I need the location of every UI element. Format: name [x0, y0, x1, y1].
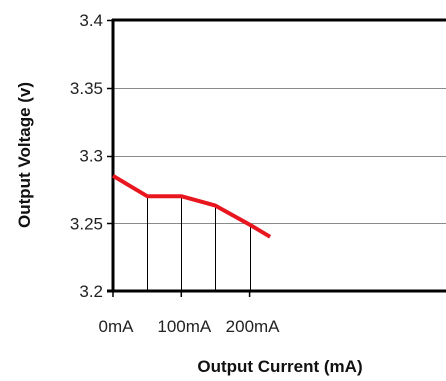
data-point	[268, 235, 272, 239]
x-axis-title: Output Current (mA)	[197, 357, 362, 376]
y-tick-label: 3.35	[70, 79, 103, 98]
series-line	[111, 174, 272, 239]
data-point	[145, 194, 149, 198]
data-point	[213, 204, 217, 208]
y-tick-label: 3.4	[79, 11, 103, 30]
y-tick-label: 3.2	[79, 282, 103, 301]
y-axis-title: Output Voltage (v)	[15, 82, 34, 228]
y-tick-labels: 3.4 3.35 3.3 3.25 3.2	[70, 11, 103, 301]
drop-lines	[147, 196, 251, 291]
data-point	[111, 174, 115, 178]
x-tick-labels: 0mA 100mA 200mA	[99, 317, 281, 336]
x-tick-label: 0mA	[99, 317, 135, 336]
data-point	[248, 223, 252, 227]
x-tick-label: 200mA	[226, 317, 281, 336]
series-layer	[111, 174, 272, 239]
y-tick-label: 3.25	[70, 214, 103, 233]
axes	[107, 18, 446, 297]
grid-layer	[113, 88, 446, 224]
data-point	[179, 194, 183, 198]
y-tick-label: 3.3	[79, 147, 103, 166]
x-tick-label: 100mA	[157, 317, 212, 336]
